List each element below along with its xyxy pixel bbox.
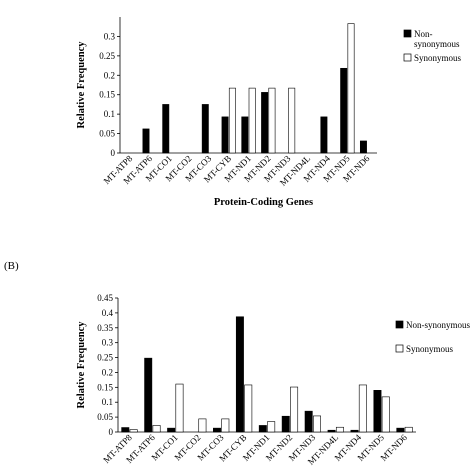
bar-non-synonymous [304,410,313,433]
bar-synonymous [288,87,296,154]
bar-synonymous [358,384,367,433]
bar-non-synonymous [320,116,328,154]
legend-swatch-synonymous [403,53,412,62]
y-tick-label: 0.15 [97,382,113,392]
y-axis-title: Relative Frequency [76,41,87,129]
bar-synonymous [347,23,355,154]
bar-non-synonymous [201,104,209,154]
y-tick-label: 0.3 [102,338,114,348]
bar-non-synonymous [213,427,221,433]
panel-label: (B) [4,260,19,272]
y-tick-label: 0.1 [102,397,113,407]
bar-synonymous [313,415,321,433]
bar-synonymous [221,418,230,433]
y-tick-label: 0.45 [97,293,113,303]
bar-non-synonymous [162,104,170,154]
bar-synonymous [267,421,276,433]
y-tick-label: 0.05 [97,412,113,422]
bar-non-synonymous [167,427,176,433]
bar-synonymous [198,418,207,433]
bar-non-synonymous [350,429,359,433]
legend-label: Synonymous [414,53,462,63]
y-tick-label: 0.4 [102,308,114,318]
legend-label: Non- [414,29,433,39]
bar-synonymous [228,87,236,154]
legend-label: synonymous [414,39,460,49]
bar-non-synonymous [373,390,382,433]
y-tick-label: 0.2 [102,367,113,377]
bar-synonymous [381,396,390,433]
bar-synonymous [248,87,256,154]
x-axis-title: Protein-Coding Genes [214,197,313,208]
y-tick-label: 0.2 [104,70,115,80]
y-tick-label: 0.25 [97,353,113,363]
bar-non-synonymous [221,116,229,154]
y-tick-label: 0.05 [99,129,115,139]
panel-a-chart: 00.050.10.150.20.250.3MT-ATP8MT-ATP6MT-C… [76,17,462,208]
bar-non-synonymous [327,429,336,433]
panel-b-chart: (B)00.050.10.150.20.250.30.350.40.45MT-A… [4,260,470,467]
bar-non-synonymous [258,425,267,433]
bar-synonymous [290,386,299,433]
legend-swatch-non-synonymous [403,29,412,38]
y-tick-label: 0.3 [104,31,116,41]
bar-non-synonymous [281,415,290,433]
y-tick-label: 0.35 [97,323,113,333]
y-axis-title: Relative Frequency [76,321,87,409]
bar-non-synonymous [142,128,150,154]
bar-non-synonymous [241,116,249,154]
y-tick-label: 0.1 [104,109,115,119]
bar-non-synonymous [235,316,244,433]
bar-non-synonymous [340,67,348,154]
bar-non-synonymous [261,92,269,154]
bar-synonymous [129,429,138,433]
y-tick-label: 0 [109,427,114,437]
y-tick-label: 0.25 [99,51,115,61]
bar-non-synonymous [121,427,130,433]
legend-label: Synonymous [406,344,454,354]
bar-non-synonymous [359,140,367,154]
legend-swatch-synonymous [395,344,404,353]
bar-synonymous [404,426,413,433]
bar-non-synonymous [396,427,405,433]
legend-label: Non-synonymous [406,320,470,330]
bar-synonymous [335,426,344,433]
bar-synonymous [268,87,276,154]
bar-synonymous [175,383,184,433]
bar-synonymous [244,384,253,433]
bar-synonymous [152,425,161,433]
bar-non-synonymous [144,357,153,433]
legend-swatch-non-synonymous [395,320,404,329]
y-tick-label: 0.15 [99,90,115,100]
y-tick-label: 0 [111,148,116,158]
